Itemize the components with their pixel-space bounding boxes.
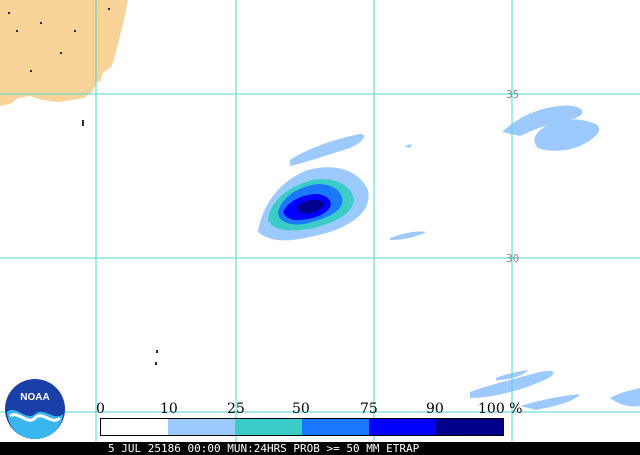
legend-tick-50: 50 <box>292 401 310 417</box>
noaa-logo: NOAA <box>5 379 65 439</box>
legend-tick-90: 90 <box>426 401 444 417</box>
legend-swatch-2 <box>235 419 302 435</box>
legend-swatch-1 <box>168 419 235 435</box>
legend-color-bar <box>100 418 504 436</box>
lat-label-35: 35 <box>506 88 519 101</box>
legend-swatch-3 <box>302 419 369 435</box>
legend-tick-0: 0 <box>96 401 105 417</box>
coastline-dots <box>8 8 158 365</box>
lat-label-30: 30 <box>506 252 519 265</box>
legend-tick-75: 75 <box>360 401 378 417</box>
legend-swatch-5 <box>436 419 503 435</box>
product-caption: 5 JUL 25186 00:00 MUN:24HRS PROB >= 50 M… <box>0 442 640 455</box>
legend-tick-100: 100 % <box>478 401 523 417</box>
legend-tick-25: 25 <box>227 401 245 417</box>
noaa-logo-text: NOAA <box>20 392 49 403</box>
legend-swatch-4 <box>369 419 436 435</box>
latlon-grid <box>0 0 640 442</box>
legend-swatch-0 <box>101 419 168 435</box>
land-islet <box>93 70 102 82</box>
legend-tick-10: 10 <box>160 401 178 417</box>
